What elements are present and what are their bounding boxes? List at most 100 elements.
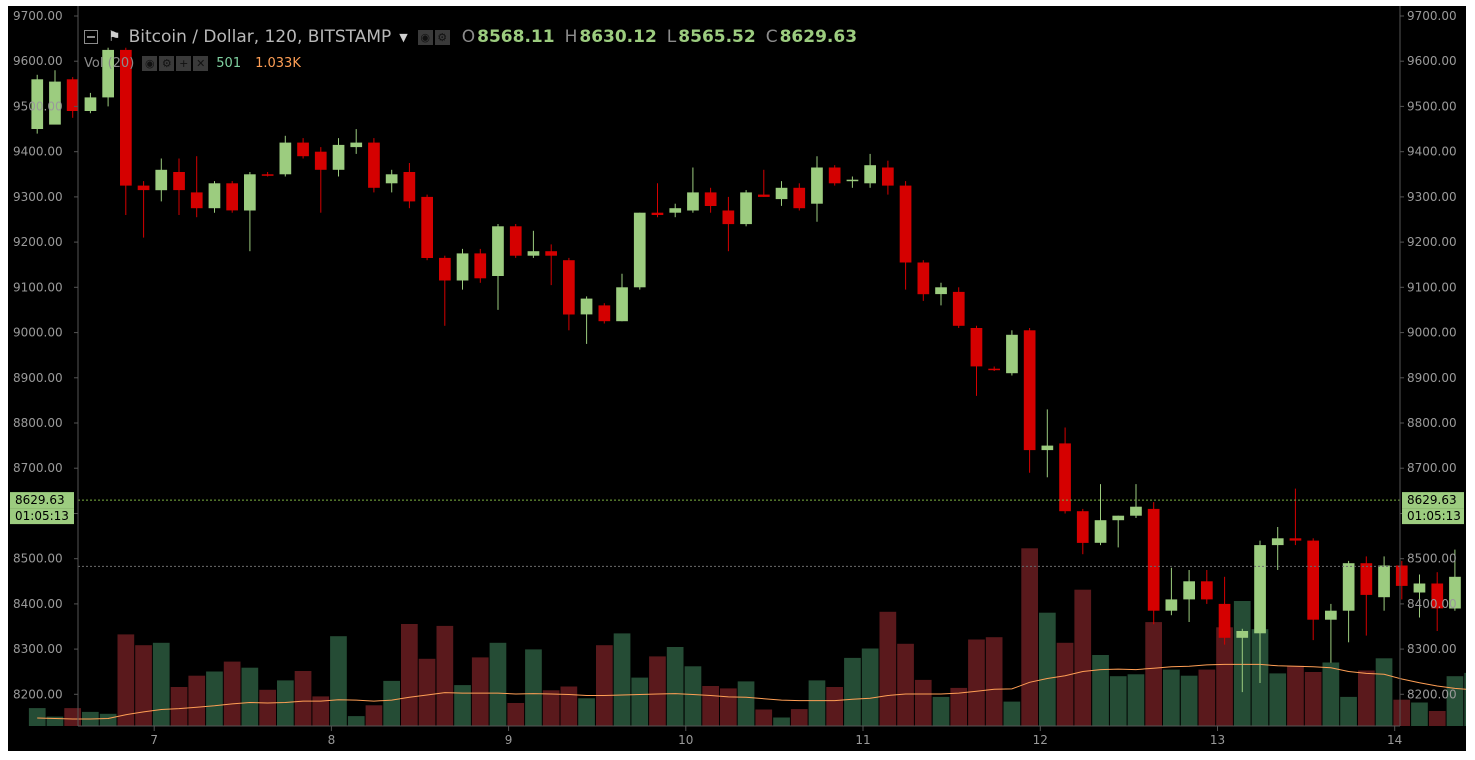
gear-icon[interactable]: ⚙: [159, 55, 175, 71]
volume-bar: [1358, 670, 1375, 726]
collapse-icon[interactable]: [84, 30, 98, 44]
candle: [669, 203, 682, 218]
candle-body: [598, 305, 611, 322]
candle-body: [279, 142, 292, 175]
volume-bar: [1304, 672, 1322, 726]
candle: [1165, 567, 1178, 616]
candle-body: [1236, 631, 1249, 638]
candle: [899, 181, 912, 290]
candle-body: [740, 192, 752, 225]
volume-bar: [861, 648, 879, 726]
candle-body: [1378, 565, 1390, 598]
candle-body: [1431, 583, 1444, 609]
candle: [492, 224, 504, 310]
candle-body: [456, 253, 469, 281]
candle-body: [474, 253, 487, 279]
candle: [474, 248, 487, 283]
volume-bar: [968, 639, 985, 726]
candle-body: [297, 142, 309, 157]
candle: [1413, 574, 1426, 618]
volume-bar: [28, 708, 46, 726]
chevron-down-icon[interactable]: ▼: [399, 30, 408, 44]
volume-bar: [418, 658, 436, 726]
x-tick-label: 10: [678, 733, 693, 747]
candle: [1378, 556, 1390, 611]
candle-body: [190, 192, 203, 209]
y-tick-label-right: 9700.00: [1407, 9, 1457, 23]
candle-body: [509, 226, 522, 256]
volume-bar: [720, 688, 737, 726]
y-tick-label-left: 9600.00: [13, 54, 63, 68]
candle-body: [580, 298, 593, 315]
volume-bar: [578, 698, 595, 726]
countdown-tag-right-box: [1402, 508, 1464, 525]
volume-bar: [1269, 673, 1287, 726]
candle-body: [385, 174, 398, 184]
volume-label[interactable]: Vol (20): [84, 55, 135, 71]
candle-body: [261, 174, 274, 176]
candle: [935, 282, 947, 306]
y-tick-label-right: 9500.00: [1407, 99, 1457, 113]
volume-bar: [737, 681, 755, 726]
volume-value: 501: [216, 55, 242, 71]
candle: [279, 135, 292, 177]
volume-bar: [241, 667, 259, 726]
volume-ma-value: 1.033K: [255, 55, 301, 71]
volume-bar: [950, 687, 968, 726]
candle: [1006, 330, 1018, 376]
candle: [84, 92, 97, 114]
candle: [970, 325, 983, 396]
volume-bar: [755, 709, 773, 726]
candle: [633, 212, 646, 290]
y-tick-label-left: 9400.00: [13, 145, 63, 159]
candle-body: [563, 260, 575, 315]
symbol-title[interactable]: Bitcoin / Dollar, 120, BITSTAMP: [128, 27, 392, 47]
candle-body: [545, 251, 557, 256]
volume-bar: [489, 642, 507, 726]
candle: [297, 138, 309, 159]
volume-bar: [454, 685, 471, 726]
close-value: 8629.63: [779, 27, 858, 47]
plus-icon[interactable]: +: [176, 55, 192, 71]
candle: [1059, 427, 1071, 514]
candle: [190, 156, 203, 218]
candle-body: [403, 172, 416, 202]
volume-bar: [542, 690, 560, 726]
countdown-tag-left-box: [10, 508, 74, 525]
y-tick-label-right: 9000.00: [1407, 326, 1457, 340]
candle: [49, 70, 61, 125]
candle: [917, 260, 930, 301]
volume-bar: [1216, 627, 1233, 726]
candle-body: [811, 167, 823, 204]
volume-bar: [507, 703, 525, 726]
volume-bar: [596, 645, 613, 726]
countdown-tag-left: 01:05:13: [15, 509, 69, 523]
candle-body: [120, 49, 132, 186]
candle-body: [846, 179, 859, 182]
candle: [403, 163, 416, 209]
gear-icon[interactable]: ⚙: [434, 29, 450, 45]
volume-bar: [985, 637, 1003, 726]
candle-body: [1271, 538, 1284, 546]
y-tick-label-left: 8300.00: [13, 642, 63, 656]
volume-bar: [844, 657, 861, 726]
y-tick-label-left: 9100.00: [13, 280, 63, 294]
candle: [882, 160, 894, 195]
y-tick-label-left: 8900.00: [13, 371, 63, 385]
candle-body: [1360, 563, 1373, 595]
eye-icon[interactable]: ◉: [417, 29, 433, 45]
x-tick-label: 11: [855, 733, 870, 747]
eye-icon[interactable]: ◉: [142, 55, 158, 71]
candle: [1289, 488, 1302, 546]
volume-bar: [223, 661, 241, 726]
candle-body: [1147, 508, 1160, 611]
open-value: 8568.11: [477, 27, 555, 47]
volume-bar: [383, 680, 400, 726]
volume-bar: [1428, 711, 1446, 726]
candle-body: [137, 185, 150, 191]
candlestick-chart[interactable]: 9700.00 9700.00 9600.00 9600.00 9500.00 9500.…: [8, 6, 1466, 751]
candle-body: [66, 79, 79, 111]
candle: [31, 74, 44, 134]
close-icon[interactable]: ✕: [193, 55, 209, 71]
candle: [1431, 572, 1444, 631]
